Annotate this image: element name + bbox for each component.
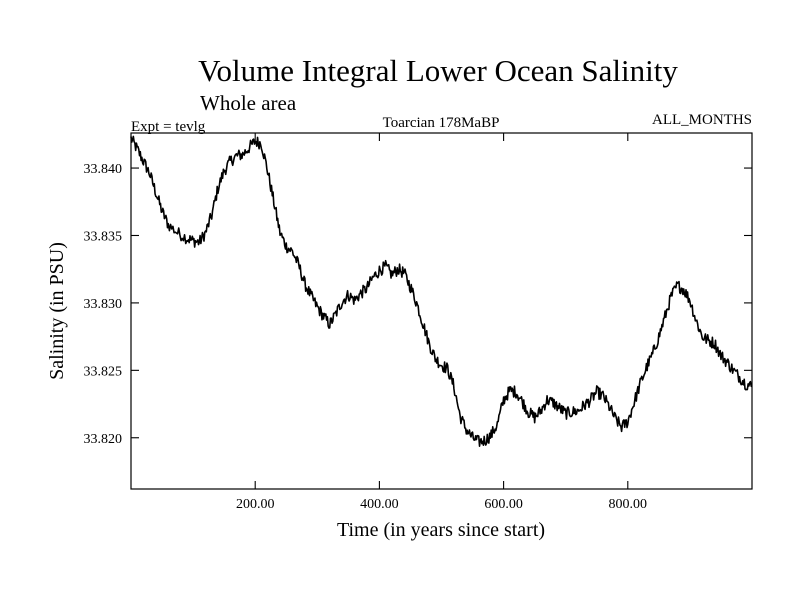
y-tick-label: 33.820	[84, 432, 123, 447]
axis-tick-labels: 200.00 400.00 600.00 800.00 33.820 33.825 33.8…	[84, 162, 648, 512]
months-label: ALL_MONTHS	[652, 112, 752, 128]
chart-title: Volume Integral Lower Ocean Salinity	[198, 53, 678, 88]
x-tick-label: 600.00	[484, 497, 523, 512]
x-tick-label: 800.00	[609, 497, 648, 512]
y-axis-label: Salinity (in PSU)	[46, 242, 68, 380]
chart-subtitle: Whole area	[200, 91, 297, 115]
y-tick-label: 33.825	[84, 364, 123, 379]
y-tick-label: 33.830	[84, 297, 123, 312]
period-label: Toarcian 178MaBP	[383, 115, 500, 131]
x-axis-label: Time (in years since start)	[337, 519, 545, 541]
x-tick-label: 400.00	[360, 497, 399, 512]
axis-ticks	[131, 133, 752, 489]
salinity-series-line	[130, 135, 753, 447]
y-tick-label: 33.835	[84, 229, 123, 244]
experiment-label: Expt = tevlg	[131, 119, 206, 135]
y-tick-label: 33.840	[84, 162, 123, 177]
plot-frame	[130, 132, 753, 490]
x-tick-label: 200.00	[236, 497, 275, 512]
